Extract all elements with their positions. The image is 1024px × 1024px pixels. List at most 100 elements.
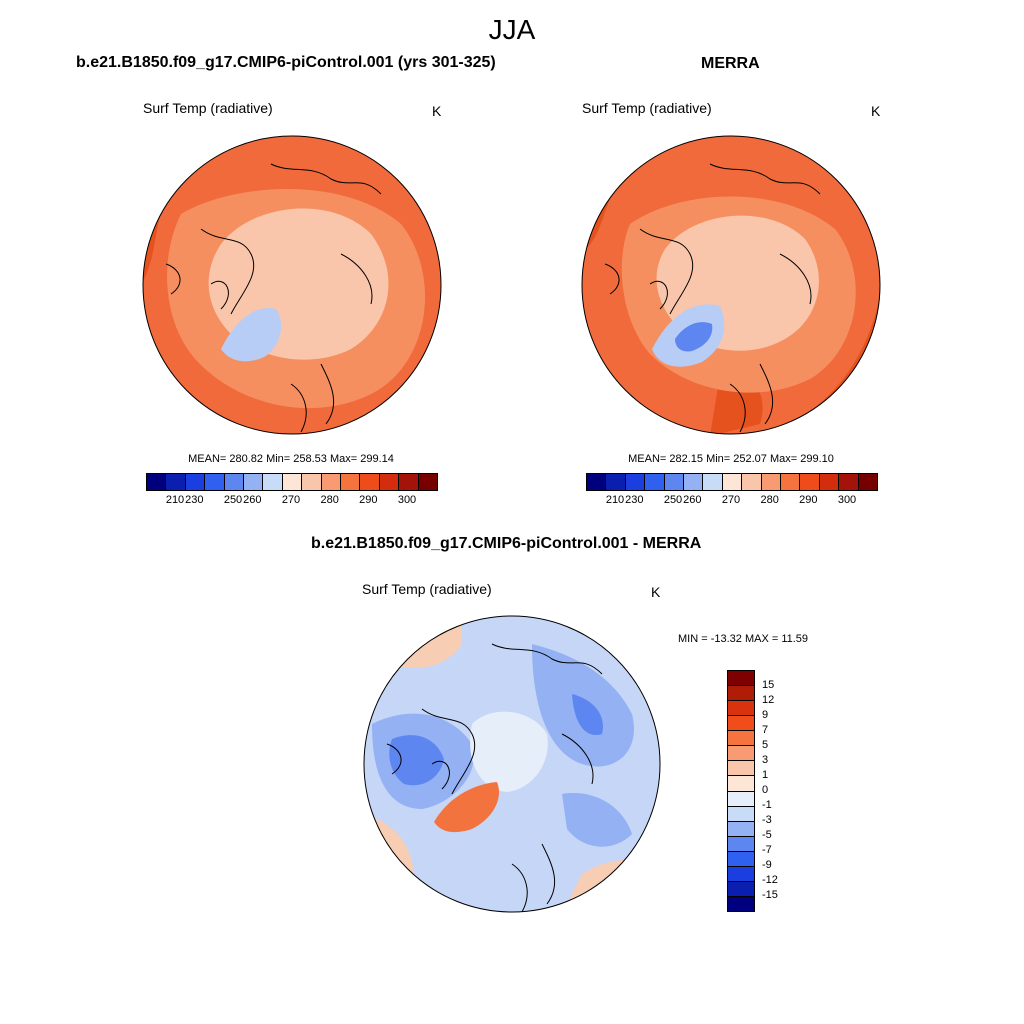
colorbar-tick-label: 0 xyxy=(762,784,769,796)
colorbar-swatch xyxy=(147,474,167,490)
colorbar-swatch xyxy=(224,474,245,490)
colorbar-swatch xyxy=(587,474,607,490)
colorbar-swatch xyxy=(684,474,704,490)
colorbar-swatch xyxy=(761,474,782,490)
diff-polar-map xyxy=(363,615,661,913)
colorbar-tick-label: -7 xyxy=(762,844,772,856)
colorbar-tick-label: 290 xyxy=(359,494,378,506)
diff-colorbar-ticks: 15 12 9 7 5 3 1 0 -1 -3 -5 -7 -9 -12 -15 xyxy=(762,670,802,910)
colorbar-swatch xyxy=(728,806,754,822)
diff-field-greenland-warm xyxy=(434,782,500,833)
colorbar-swatch xyxy=(606,474,626,490)
diff-colorbar xyxy=(727,670,755,912)
colorbar-swatch xyxy=(728,776,754,792)
colorbar-tick-label: 210 xyxy=(165,494,185,506)
colorbar-swatch xyxy=(728,866,754,882)
colorbar-tick-label: 260 xyxy=(683,494,702,506)
colorbar-swatch xyxy=(728,671,754,687)
colorbar-swatch xyxy=(341,474,361,490)
colorbar-swatch xyxy=(418,474,438,490)
obs-stats: MEAN= 282.15 Min= 252.07 Max= 299.10 xyxy=(628,453,834,465)
colorbar-swatch xyxy=(244,474,264,490)
colorbar-tick-label: -5 xyxy=(762,829,772,841)
colorbar-swatch xyxy=(742,474,762,490)
obs-coastlines xyxy=(604,163,821,433)
colorbar-tick-label: 1 xyxy=(762,769,769,781)
colorbar-tick-label: 250 xyxy=(223,494,243,506)
colorbar-tick-label: -3 xyxy=(762,814,772,826)
colorbar-tick-label: -1 xyxy=(762,799,772,811)
colorbar-swatch xyxy=(166,474,186,490)
colorbar-tick-label: 12 xyxy=(762,694,775,706)
colorbar-tick-label: 280 xyxy=(320,494,339,506)
colorbar-swatch xyxy=(263,474,283,490)
colorbar-tick-label: 290 xyxy=(799,494,818,506)
model-polar-map xyxy=(142,135,442,435)
obs-units-label: K xyxy=(871,103,881,119)
colorbar-swatch xyxy=(379,474,400,490)
colorbar-swatch xyxy=(205,474,225,490)
model-variable-label: Surf Temp (radiative) xyxy=(143,100,273,116)
colorbar-swatch xyxy=(728,701,754,717)
obs-panel-title: MERRA xyxy=(701,55,760,72)
colorbar-swatch xyxy=(703,474,723,490)
model-colorbar-ticks: 210 230 250 260 270 280 290 300 xyxy=(146,494,438,508)
colorbar-tick-label: 260 xyxy=(243,494,262,506)
colorbar-tick-label: 250 xyxy=(663,494,683,506)
colorbar-tick-label: 230 xyxy=(625,494,644,506)
colorbar-tick-label: 270 xyxy=(281,494,301,506)
obs-variable-label: Surf Temp (radiative) xyxy=(582,100,712,116)
colorbar-swatch xyxy=(399,474,419,490)
colorbar-swatch xyxy=(722,474,743,490)
model-units-label: K xyxy=(432,103,442,119)
colorbar-tick-label: -15 xyxy=(762,889,778,901)
colorbar-swatch xyxy=(728,851,754,867)
diff-field-arctic-center xyxy=(470,711,548,792)
model-field-greenland xyxy=(221,308,282,362)
obs-polar-map xyxy=(581,135,881,435)
colorbar-swatch xyxy=(728,761,754,777)
colorbar-tick-label: -9 xyxy=(762,859,772,871)
model-stats: MEAN= 280.82 Min= 258.53 Max= 299.14 xyxy=(188,453,394,465)
diff-field-strong-cold xyxy=(389,694,603,786)
colorbar-swatch xyxy=(664,474,685,490)
obs-colorbar-ticks: 210 230 250 260 270 280 290 300 xyxy=(586,494,878,508)
colorbar-swatch xyxy=(728,746,754,762)
colorbar-swatch xyxy=(839,474,859,490)
diff-min-max: MIN = -13.32 MAX = 11.59 xyxy=(678,633,809,645)
colorbar-tick-label: 300 xyxy=(397,494,417,506)
colorbar-swatch xyxy=(282,474,303,490)
colorbar-swatch xyxy=(360,474,380,490)
colorbar-swatch xyxy=(728,881,754,897)
model-colorbar xyxy=(146,473,438,491)
season-title: JJA xyxy=(488,14,536,45)
diff-field-mid-cold xyxy=(372,644,634,847)
model-panel-title: b.e21.B1850.f09_g17.CMIP6-piControl.001 … xyxy=(76,54,496,71)
colorbar-tick-label: -12 xyxy=(762,874,778,886)
colorbar-tick-label: 210 xyxy=(605,494,625,506)
colorbar-tick-label: 7 xyxy=(762,724,769,736)
colorbar-tick-label: 280 xyxy=(760,494,779,506)
colorbar-swatch xyxy=(728,821,754,837)
colorbar-swatch xyxy=(728,791,754,807)
colorbar-tick-label: 270 xyxy=(721,494,741,506)
colorbar-swatch xyxy=(728,836,754,852)
colorbar-swatch xyxy=(302,474,322,490)
diff-variable-label: Surf Temp (radiative) xyxy=(362,581,492,597)
colorbar-swatch xyxy=(728,896,754,911)
colorbar-swatch xyxy=(728,731,754,747)
colorbar-swatch xyxy=(728,716,754,732)
diff-coastlines xyxy=(386,643,603,912)
colorbar-swatch xyxy=(781,474,801,490)
obs-colorbar xyxy=(586,473,878,491)
colorbar-swatch xyxy=(185,474,206,490)
colorbar-tick-label: 230 xyxy=(185,494,204,506)
colorbar-swatch xyxy=(800,474,820,490)
colorbar-swatch xyxy=(625,474,646,490)
colorbar-swatch xyxy=(728,686,754,702)
colorbar-tick-label: 15 xyxy=(762,679,775,691)
colorbar-tick-label: 5 xyxy=(762,739,769,751)
colorbar-tick-label: 3 xyxy=(762,754,769,766)
obs-field-greenland-core xyxy=(675,322,713,352)
colorbar-swatch xyxy=(645,474,665,490)
